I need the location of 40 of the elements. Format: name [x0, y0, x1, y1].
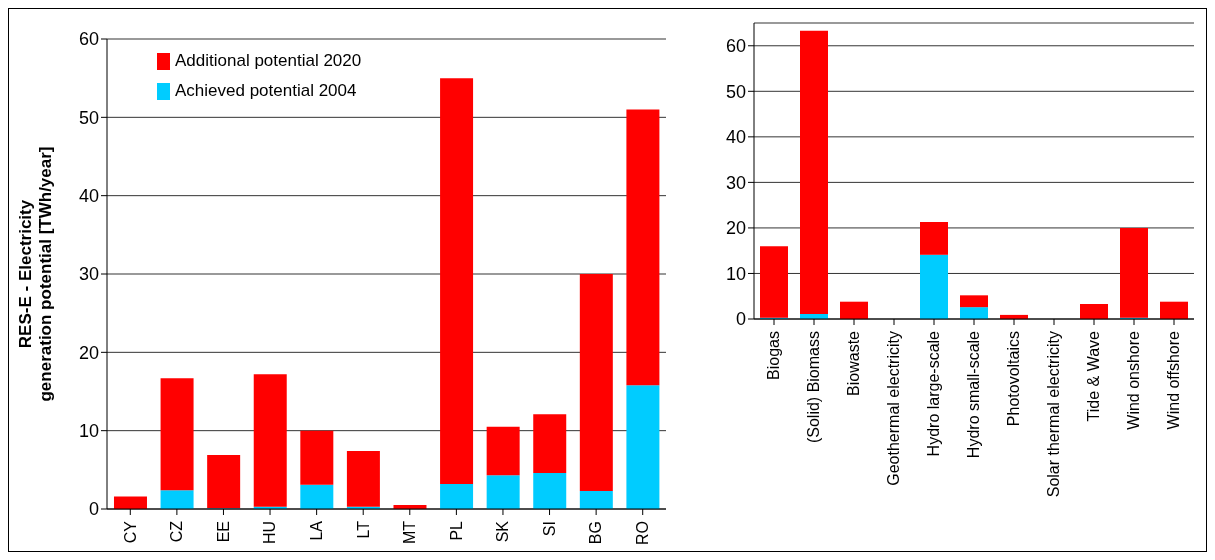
x-tick-label: CY: [121, 520, 139, 544]
y-tick-label: 40: [78, 186, 99, 207]
x-tick-label: RO: [634, 521, 652, 545]
x-tick-label: Tide & Wave: [1085, 330, 1103, 422]
y-tick-label: 60: [725, 36, 746, 57]
y-tick-label: 50: [78, 107, 99, 128]
x-tick-label: Hydro large-scale: [925, 330, 943, 457]
x-tick-label: Biowaste: [845, 330, 863, 396]
y-tick-label: 30: [78, 264, 99, 285]
x-tick-label: Solar thermal electricity: [1045, 331, 1063, 498]
y-tick-label: 20: [78, 342, 99, 363]
x-tick-label: LA: [307, 520, 325, 541]
x-tick-label: Wind onshore: [1125, 330, 1143, 430]
y-tick-label: 0: [88, 499, 99, 520]
y-tick-label: 10: [78, 421, 99, 442]
y-tick-label: 40: [725, 127, 746, 148]
x-tick-label: BG: [587, 521, 605, 545]
y-tick-label: 20: [725, 218, 746, 239]
x-tick-label: Wind offshore: [1165, 330, 1183, 430]
x-tick-label: MT: [401, 520, 419, 545]
x-tick-label: EE: [214, 521, 232, 543]
legend-label: Achieved potential 2004: [175, 81, 357, 101]
y-tick-label: 60: [78, 29, 99, 50]
x-tick-label: LT: [354, 520, 372, 539]
x-tick-label: Geothermal electricity: [885, 331, 903, 486]
y-tick-label: 30: [725, 172, 746, 193]
x-tick-label: SI: [540, 521, 558, 537]
x-tick-label: HU: [261, 521, 279, 545]
x-tick-label: Hydro small-scale: [965, 330, 983, 459]
y-tick-label: 50: [725, 81, 746, 102]
x-tick-label: SK: [494, 520, 512, 543]
x-tick-label: CZ: [168, 520, 186, 543]
x-tick-label: PL: [447, 520, 465, 541]
y-tick-label: 10: [725, 263, 746, 284]
x-tick-label: (Solid) Biomass: [805, 331, 823, 444]
y-axis-title: RES-E - Electricity generation potential [TWh/year]: [16, 146, 55, 402]
x-tick-label: Photovoltaics: [1005, 331, 1023, 427]
y-tick-label: 0: [735, 309, 746, 330]
legend-label: Additional potential 2020: [175, 51, 362, 71]
x-tick-label: Biogas: [765, 331, 783, 380]
